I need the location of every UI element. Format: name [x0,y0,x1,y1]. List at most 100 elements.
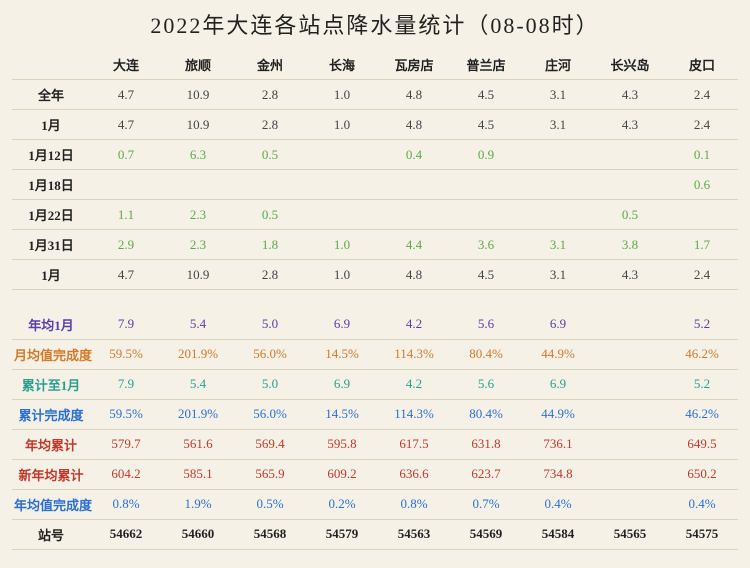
cell: 631.8 [450,429,522,459]
station-header: 旅顺 [162,50,234,80]
cell: 0.4 [378,140,450,170]
cell: 4.8 [378,110,450,140]
cell: 623.7 [450,459,522,489]
table-row: 累计至1月7.95.45.06.94.25.66.95.2 [12,369,738,399]
cell [450,200,522,230]
table-row: 年均值完成度0.8%1.9%0.5%0.2%0.8%0.7%0.4%0.4% [12,489,738,519]
cell: 585.1 [162,459,234,489]
table-row: 累计完成度59.5%201.9%56.0%14.5%114.3%80.4%44.… [12,399,738,429]
station-header: 皮口 [666,50,738,80]
cell: 5.4 [162,369,234,399]
cell: 54569 [450,519,522,549]
cell: 1.0 [306,230,378,260]
cell: 5.2 [666,369,738,399]
table-row: 1月4.710.92.81.04.84.53.14.32.4 [12,110,738,140]
cell: 0.6 [666,170,738,200]
cell [450,170,522,200]
cell: 5.2 [666,310,738,340]
cell: 54575 [666,519,738,549]
cell: 3.6 [450,230,522,260]
row-label: 新年均累计 [12,459,90,489]
table-header: 大连旅顺金州长海瓦房店普兰店庄河长兴岛皮口 [12,50,738,80]
cell [594,429,666,459]
cell: 649.5 [666,429,738,459]
cell: 6.9 [522,310,594,340]
cell: 80.4% [450,399,522,429]
cell: 5.6 [450,369,522,399]
cell: 0.5 [594,200,666,230]
cell [378,170,450,200]
cell [522,200,594,230]
cell: 56.0% [234,339,306,369]
cell: 2.3 [162,200,234,230]
row-label: 全年 [12,80,90,110]
cell: 2.4 [666,80,738,110]
cell: 7.9 [90,310,162,340]
cell: 1.0 [306,110,378,140]
cell: 4.3 [594,80,666,110]
cell: 10.9 [162,260,234,290]
cell: 0.4% [666,489,738,519]
cell: 569.4 [234,429,306,459]
cell: 0.5% [234,489,306,519]
table-row: 1月4.710.92.81.04.84.53.14.32.4 [12,260,738,290]
table-row: 1月31日2.92.31.81.04.43.63.13.81.7 [12,230,738,260]
cell: 0.1 [666,140,738,170]
cell: 1.7 [666,230,738,260]
row-label: 1月 [12,110,90,140]
cell: 14.5% [306,399,378,429]
spacer-row [12,290,738,310]
cell: 14.5% [306,339,378,369]
cell: 46.2% [666,399,738,429]
cell [522,170,594,200]
cell: 1.8 [234,230,306,260]
table-row: 新年均累计604.2585.1565.9609.2636.6623.7734.8… [12,459,738,489]
cell: 6.3 [162,140,234,170]
cell: 3.1 [522,110,594,140]
cell: 44.9% [522,399,594,429]
cell: 0.8% [90,489,162,519]
cell: 565.9 [234,459,306,489]
cell: 44.9% [522,339,594,369]
cell [90,170,162,200]
cell [594,399,666,429]
cell: 2.3 [162,230,234,260]
row-label: 1月12日 [12,140,90,170]
cell: 4.5 [450,110,522,140]
cell [666,200,738,230]
cell [306,140,378,170]
cell: 0.5 [234,200,306,230]
cell: 2.8 [234,110,306,140]
cell [594,170,666,200]
table-row: 年均1月7.95.45.06.94.25.66.95.2 [12,310,738,340]
cell: 54579 [306,519,378,549]
cell: 3.1 [522,230,594,260]
cell: 4.5 [450,260,522,290]
cell: 6.9 [522,369,594,399]
row-label: 年均累计 [12,429,90,459]
cell: 0.5 [234,140,306,170]
cell: 1.0 [306,80,378,110]
cell: 4.3 [594,110,666,140]
cell: 4.7 [90,260,162,290]
cell: 54565 [594,519,666,549]
cell: 0.8% [378,489,450,519]
cell: 56.0% [234,399,306,429]
cell: 6.9 [306,369,378,399]
table-row: 1月22日1.12.30.50.5 [12,200,738,230]
table-row: 全年4.710.92.81.04.84.53.14.32.4 [12,80,738,110]
cell: 1.1 [90,200,162,230]
cell: 54660 [162,519,234,549]
cell: 0.9 [450,140,522,170]
cell: 4.3 [594,260,666,290]
cell: 6.9 [306,310,378,340]
cell [162,170,234,200]
cell: 561.6 [162,429,234,459]
cell: 54563 [378,519,450,549]
cell [594,140,666,170]
cell: 5.0 [234,310,306,340]
table-row: 站号54662546605456854579545635456954584545… [12,519,738,549]
cell: 3.1 [522,80,594,110]
precipitation-table: 大连旅顺金州长海瓦房店普兰店庄河长兴岛皮口 全年4.710.92.81.04.8… [12,50,738,550]
cell [594,459,666,489]
